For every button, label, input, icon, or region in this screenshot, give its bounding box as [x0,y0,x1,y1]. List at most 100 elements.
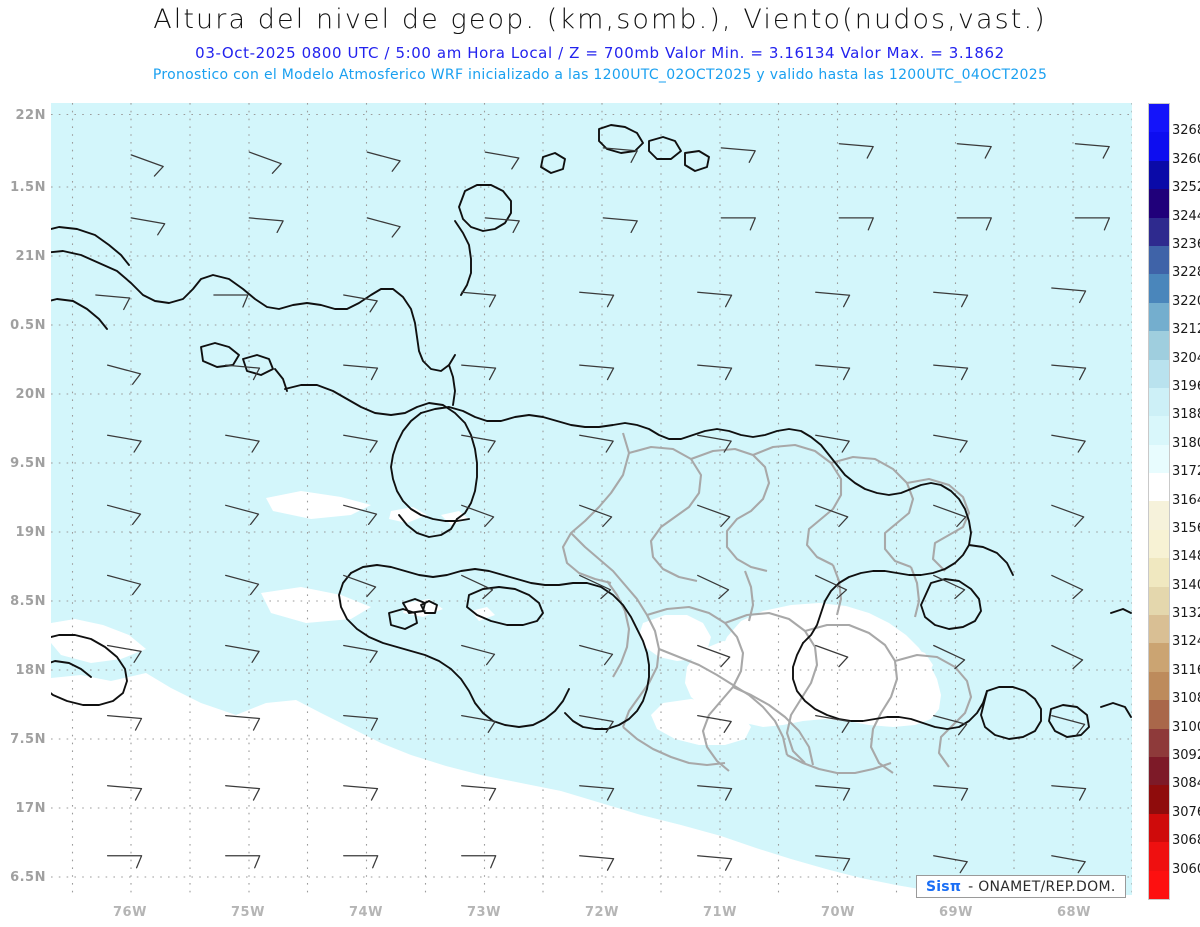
colorbar-band-3 [1149,189,1169,218]
shaded-contour-band-white-hispaniola [639,603,941,745]
y-tick-9: 7.5N [10,732,46,747]
wind-barb [697,574,730,600]
colorbar-band-24 [1149,785,1169,814]
wind-barb [461,644,496,666]
colorbar-band-15 [1149,529,1169,559]
colorbar-band-0 [1149,104,1169,133]
wind-barb [343,294,378,313]
colorbar-tick-3252: 3252 [1172,180,1200,196]
x-tick-6: 70W [821,905,855,920]
coastlines [51,124,1132,740]
x-tick-1: 75W [231,905,265,920]
colorbar[interactable] [1148,103,1170,900]
wind-barb [933,504,967,528]
colorbar-band-25 [1149,813,1169,843]
wind-barb [815,714,850,734]
colorbar-tick-3180: 3180 [1172,435,1200,451]
wind-barb [1074,217,1111,231]
y-tick-1: 1.5N [10,180,46,195]
y-tick-7: 8.5N [10,594,46,609]
wind-barb [838,143,874,159]
x-tick-4: 72W [585,905,619,920]
colorbar-tick-3244: 3244 [1172,208,1200,224]
colorbar-band-8 [1149,331,1169,360]
map-canvas [51,103,1132,895]
colorbar-band-11 [1149,416,1169,445]
colorbar-band-16 [1149,558,1169,587]
wind-barb [933,364,969,381]
colorbar-band-6 [1149,274,1169,303]
wind-barb [461,855,497,869]
colorbar-band-12 [1149,444,1169,474]
y-tick-5: 9.5N [10,456,46,471]
wind-barb [815,364,851,381]
wind-barb [602,217,638,234]
y-tick-0: 22N [15,108,46,123]
colorbar-tick-3260: 3260 [1172,151,1200,167]
map-plot-area[interactable] [51,103,1132,895]
wind-barb [225,644,260,663]
wind-barb [697,855,733,871]
colorbar-band-14 [1149,501,1169,530]
wind-barb [697,644,731,668]
colorbar-tick-3188: 3188 [1172,407,1200,423]
y-tick-8: 18N [15,663,46,678]
wind-barb [602,147,638,163]
agency-name-text: - ONAMET/REP.DOM. [968,878,1116,895]
colorbar-band-4 [1149,217,1169,246]
wind-barb [1074,143,1110,159]
colorbar-band-21 [1149,700,1169,729]
x-tick-3: 73W [467,905,501,920]
colorbar-tick-3172: 3172 [1172,464,1200,480]
wind-barb [933,574,966,600]
x-tick-8: 68W [1057,905,1091,920]
colorbar-band-9 [1149,359,1169,388]
wind-barb [697,785,733,801]
colorbar-band-26 [1149,842,1169,871]
wind-barb [106,504,142,526]
colorbar-band-18 [1149,615,1169,644]
wind-barb [697,291,733,308]
wind-barb [933,291,969,308]
wind-barb [933,785,969,801]
wind-barb [1051,644,1084,670]
chart-header: Altura del nivel de geop. (km,somb.), Vi… [0,0,1200,95]
colorbar-band-17 [1149,586,1169,616]
wind-barb [815,644,849,668]
colorbar-tick-3156: 3156 [1172,520,1200,536]
chart-subtitle-model-info: Pronostico con el Modelo Atmosferico WRF… [152,67,1048,83]
wind-barb [933,714,968,736]
x-tick-5: 71W [703,905,737,920]
x-tick-7: 69W [939,905,973,920]
colorbar-tick-3068: 3068 [1172,833,1200,849]
page-title: Altura del nivel de geop. (km,somb.), Vi… [153,4,1047,35]
wind-barb [933,434,968,453]
wind-barb [579,504,613,528]
colorbar-band-23 [1149,756,1169,786]
colorbar-tick-3196: 3196 [1172,378,1200,394]
colorbar-tick-3060: 3060 [1172,861,1200,877]
province-borders [561,432,973,775]
wind-barb [95,294,131,311]
wind-barb [225,434,260,453]
colorbar-tick-3092: 3092 [1172,748,1200,764]
wind-barb [1051,785,1087,801]
wind-barb [956,143,992,159]
agency-logo-badge: Sisπ - ONAMET/REP.DOM. [916,875,1126,898]
wind-barb [697,504,731,528]
y-tick-2: 21N [15,249,46,264]
wind-barb [106,434,142,453]
wind-barb [461,504,495,528]
wind-barb [815,504,849,528]
wind-barb [213,294,249,308]
wind-barb [461,714,496,734]
wind-barbs-layer [95,143,1111,874]
colorbar-tick-3148: 3148 [1172,549,1200,565]
wind-barb [130,217,166,236]
wind-barb [106,855,143,869]
colorbar-band-5 [1149,245,1169,275]
wind-barb [225,855,261,869]
wind-barb [106,364,142,385]
wind-barb [956,217,992,231]
wind-barb [815,291,851,308]
